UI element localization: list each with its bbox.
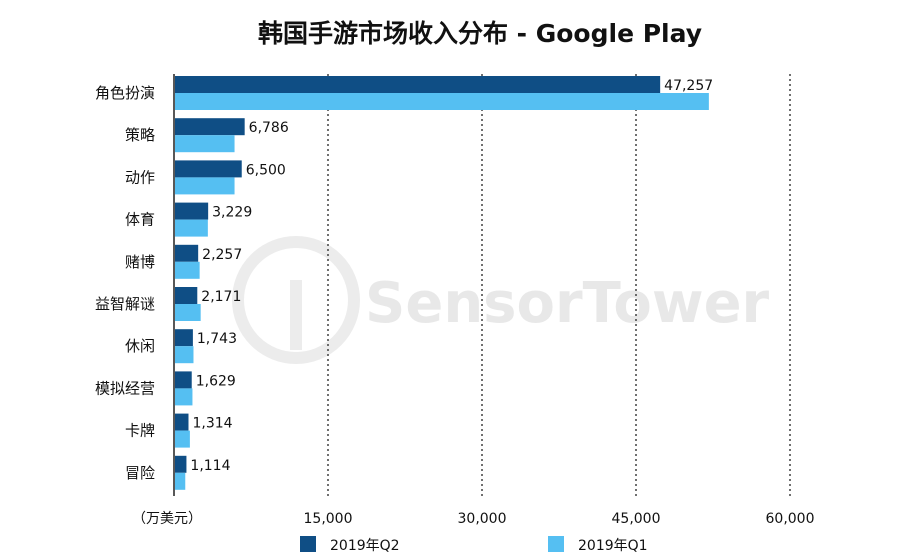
category-label: 卡牌 (125, 422, 155, 440)
chart-title: 韩国手游市场收入分布 - Google Play (258, 19, 702, 48)
category-label: 益智解谜 (95, 295, 155, 313)
watermark-text: SensorTower (365, 271, 770, 336)
category-label: 赌博 (125, 253, 155, 271)
bar-q1 (175, 472, 186, 490)
legend-label-q1: 2019年Q1 (578, 538, 648, 554)
x-tick-label: 60,000 (766, 511, 815, 527)
bar-q2 (175, 244, 199, 262)
bar-q2 (175, 455, 187, 473)
value-label: 47,257 (664, 78, 713, 94)
bar-q2 (175, 118, 245, 136)
bar-q2 (175, 160, 242, 178)
bar-q2 (175, 413, 189, 431)
bars-group: 角色扮演 47,257 策略 6,786 动作 6,500 体育 3,229 赌博 2,257 益智… (95, 76, 713, 490)
bar-q1 (175, 430, 190, 448)
value-label: 1,314 (192, 416, 232, 432)
legend-swatch-q1 (548, 536, 564, 552)
category-label: 策略 (125, 126, 155, 144)
category-label: 冒险 (125, 464, 155, 482)
sensortower-watermark: SensorTower (232, 236, 770, 364)
bar-q1 (175, 261, 200, 279)
value-label: 6,500 (246, 162, 286, 178)
value-label: 3,229 (212, 205, 252, 221)
x-tick-label: 30,000 (458, 511, 507, 527)
category-label: 角色扮演 (95, 84, 155, 102)
category-label: 休闲 (125, 337, 155, 355)
value-label: 1,629 (196, 373, 236, 389)
value-label: 2,171 (201, 289, 241, 305)
category-label: 体育 (125, 211, 155, 229)
axes: 15,000 30,000 45,000 60,000 (173, 74, 815, 527)
value-label: 1,114 (190, 458, 230, 474)
bar-q1 (175, 135, 235, 153)
x-tick-label: 45,000 (612, 511, 661, 527)
bar-q1 (175, 93, 709, 110)
bar-q1 (175, 304, 201, 321)
legend: 2019年Q2 2019年Q1 (300, 536, 648, 554)
bar-q1 (175, 388, 193, 406)
bar-q2 (175, 329, 193, 347)
value-label: 2,257 (202, 247, 242, 263)
bar-q2 (175, 287, 198, 304)
watermark-logo-stem (290, 280, 302, 350)
category-label: 动作 (125, 168, 155, 186)
value-label: 6,786 (249, 120, 289, 136)
bar-q1 (175, 346, 194, 364)
value-label: 1,743 (197, 331, 237, 347)
x-tick-label: 15,000 (304, 511, 353, 527)
category-label: 模拟经营 (95, 379, 155, 397)
legend-swatch-q2 (300, 536, 316, 552)
legend-label-q2: 2019年Q2 (330, 538, 400, 554)
bar-q2 (175, 371, 192, 389)
bar-q2 (175, 202, 209, 220)
unit-label: （万美元） (132, 511, 202, 527)
gridlines (327, 74, 791, 496)
bar-q2 (175, 76, 661, 93)
bar-q1 (175, 219, 208, 237)
watermark-logo-ring (232, 236, 360, 364)
bar-q1 (175, 177, 235, 195)
